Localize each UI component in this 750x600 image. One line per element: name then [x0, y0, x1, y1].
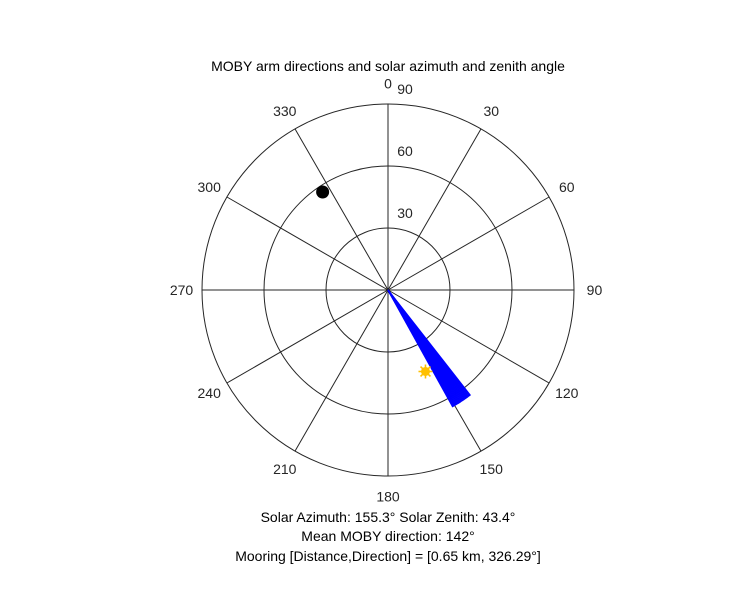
angle-tick-label-90: 90: [587, 282, 603, 298]
tick-labels: 0 30 60 90 120 150 180 210 240 270 300 330 30 60 90: [170, 76, 603, 505]
angle-tick-label-60: 60: [559, 179, 575, 195]
angle-tick-label-0: 0: [384, 76, 392, 92]
grid-spoke-240: [226, 289, 389, 384]
angle-tick-label-270: 270: [170, 282, 194, 298]
moby-arm-line-18: [387, 289, 454, 408]
grid-spoke-60: [387, 196, 550, 291]
chart-title: MOBY arm directions and solar azimuth an…: [211, 58, 565, 74]
mooring-info-text: Mooring [Distance,Direction] = [0.65 km,…: [235, 548, 541, 564]
radial-tick-label-60: 60: [397, 143, 413, 159]
grid-spoke-330: [294, 128, 389, 291]
radial-tick-label-30: 30: [397, 205, 413, 221]
moby-arm-lines: [387, 289, 472, 408]
marker-points: [316, 185, 433, 379]
moby-direction-text: Mean MOBY direction: 142°: [301, 528, 474, 544]
angle-tick-label-300: 300: [198, 179, 222, 195]
grid-spoke-120: [387, 289, 550, 384]
angle-tick-label-180: 180: [376, 488, 400, 504]
angle-tick-label-330: 330: [273, 103, 297, 119]
angle-tick-label-120: 120: [555, 385, 579, 401]
grid-spoke-30: [387, 128, 482, 291]
mooring-marker: [316, 185, 330, 199]
angle-tick-label-150: 150: [480, 461, 504, 477]
angle-tick-label-30: 30: [483, 103, 499, 119]
polar-grid: [201, 103, 575, 477]
radial-tick-label-90: 90: [397, 81, 413, 97]
angle-tick-label-240: 240: [198, 385, 222, 401]
solar-info-text: Solar Azimuth: 155.3° Solar Zenith: 43.4…: [261, 509, 516, 525]
angle-tick-label-210: 210: [273, 461, 297, 477]
grid-spoke-300: [226, 196, 389, 291]
sun-marker: [418, 364, 433, 379]
grid-spoke-210: [294, 289, 389, 452]
